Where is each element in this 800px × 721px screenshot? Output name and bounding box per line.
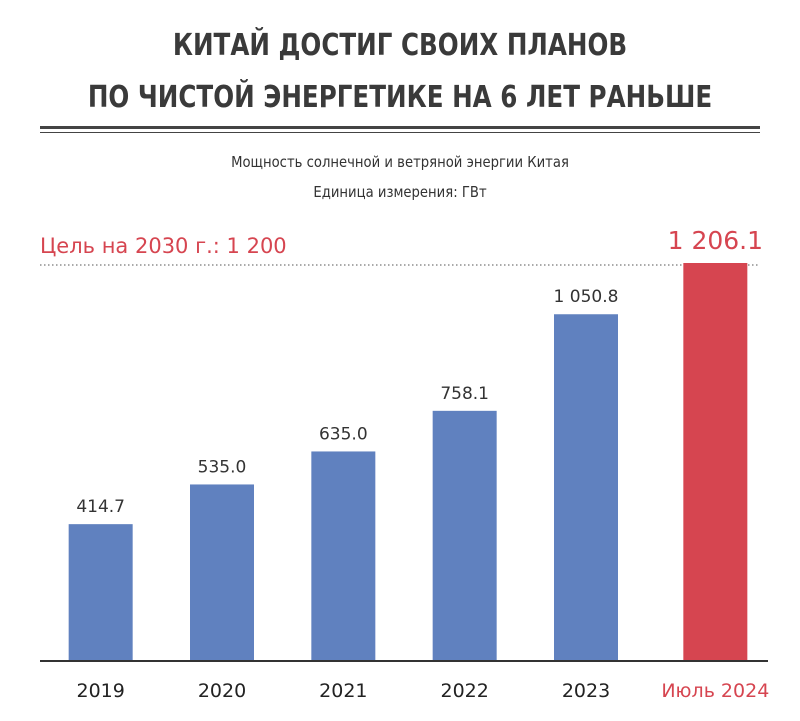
data-label: 535.0	[198, 457, 247, 477]
title-rule-thick	[40, 126, 760, 129]
data-label: 635.0	[319, 424, 368, 444]
chart-title-line-2: ПО ЧИСТОЙ ЭНЕРГЕТИКЕ НА 6 ЛЕТ РАНЬШЕ	[87, 80, 713, 115]
x-tick-label: 2020	[198, 680, 246, 702]
x-tick-label: 2023	[562, 680, 610, 702]
data-label: 414.7	[76, 497, 125, 517]
bar-2023	[554, 314, 618, 661]
bar-2019	[68, 524, 133, 661]
bar-Июль-2024	[683, 263, 748, 661]
chart-subtitle: Мощность солнечной и ветряной энергии Ки…	[231, 153, 569, 171]
unit-label: Единица измерения: ГВт	[313, 183, 487, 201]
title-rule-thin	[40, 132, 760, 133]
bar-2022	[432, 410, 497, 661]
x-tick-label: 2022	[440, 680, 488, 702]
x-tick-label: Июль 2024	[661, 680, 769, 702]
target-label: Цель на 2030 г.: 1 200	[40, 234, 287, 258]
bar-2021	[311, 451, 376, 661]
x-tick-label: 2019	[76, 680, 124, 702]
data-label: 1 050.8	[554, 287, 619, 307]
chart-title-line-1: КИТАЙ ДОСТИГ СВОИХ ПЛАНОВ	[172, 28, 628, 63]
data-label: 1 206.1	[668, 226, 763, 255]
x-tick-label: 2021	[319, 680, 367, 702]
bar-2020	[190, 484, 254, 661]
data-label: 758.1	[440, 384, 489, 404]
